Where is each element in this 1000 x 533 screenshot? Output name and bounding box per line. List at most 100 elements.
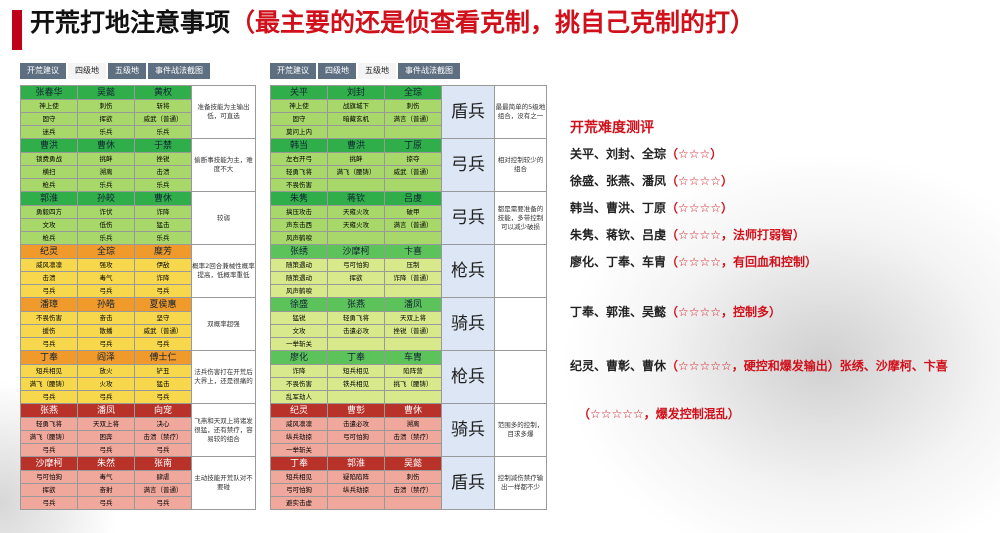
skill: 乐兵 — [77, 125, 135, 139]
tab[interactable]: 五级地 — [358, 63, 396, 79]
skill: 弓可怕狗 — [327, 430, 385, 444]
tab[interactable]: 开荒建议 — [270, 63, 316, 79]
skill: 弓兵 — [134, 337, 192, 351]
skill: 掠夺 — [384, 152, 442, 166]
skill: 坚守 — [134, 311, 192, 325]
eval-names: 丁奉、郭淮、吴懿 — [570, 305, 667, 319]
tab[interactable]: 事件战法截图 — [148, 63, 210, 79]
skill: 战旗城下 — [327, 99, 385, 113]
skill: 挫锐 — [134, 152, 192, 166]
skill: 左右开弓 — [270, 152, 328, 166]
skill: 一举斩关 — [270, 443, 328, 457]
skill: 满飞（腰铸） — [20, 430, 78, 444]
tab[interactable]: 四级地 — [68, 63, 106, 79]
skill: 威武（普通） — [134, 324, 192, 338]
general-name: 曹休 — [384, 403, 442, 418]
eval-rating: （☆☆☆☆） — [666, 174, 734, 188]
skill-row: 随策遇动 挥欲 诈降（普通） — [270, 271, 547, 285]
troop-type: 骑兵 — [441, 297, 495, 351]
skill: 压制 — [384, 258, 442, 272]
skill: 挥欲 — [327, 271, 385, 285]
general-name: 潘凤 — [384, 297, 442, 312]
skill-row: 轻勇飞将 满飞（腰铸） 威武（普通） — [270, 165, 547, 179]
general-name: 曹洪 — [327, 138, 385, 153]
skill: 天双上将 — [77, 417, 135, 431]
eval-item: 朱隽、蒋钦、吕虔（☆☆☆☆，法师打弱智） — [570, 226, 805, 243]
skill-row: 风声鹤唳 — [270, 231, 547, 245]
skill: 奋射 — [77, 483, 135, 497]
group-header: 张燕 潘凤 向宠 飞燕和天双上将诸发很猛，还有禁疗，容易较的组合 — [20, 403, 256, 457]
eval-names: 关平、刘封、全琮 — [570, 147, 667, 161]
general-name: 向宠 — [134, 403, 192, 418]
general-name: 关平 — [270, 85, 328, 100]
right-panel: 开荒建议 四级地 五级地 事件战法截图关平 刘封 全琮 盾兵 最最简单的5级地组合，没有之一神… — [270, 63, 550, 510]
skill: 刺伤 — [77, 99, 135, 113]
skill: 毒气 — [77, 470, 135, 484]
troop-type: 盾兵 — [441, 456, 495, 510]
general-name: 丁奉 — [270, 456, 328, 471]
skill-row: 弓兵 弓兵 弓兵 — [20, 443, 256, 457]
general-name: 刘封 — [327, 85, 385, 100]
skill — [327, 178, 385, 192]
skill-row: 挥欲 奋射 满言（普通） — [20, 483, 256, 497]
skill: 陷阵营 — [384, 364, 442, 378]
skill: 文攻 — [270, 324, 328, 338]
eval-rating: （☆☆☆☆，法师打弱智） — [666, 228, 806, 242]
tab[interactable]: 事件战法截图 — [398, 63, 460, 79]
skill: 随策遇动 — [270, 271, 328, 285]
tab[interactable]: 开荒建议 — [20, 63, 66, 79]
skill — [327, 284, 385, 298]
tab[interactable]: 五级地 — [108, 63, 146, 79]
skill: 勇毅四方 — [20, 205, 78, 219]
skill: 猛击 — [134, 218, 192, 232]
skill-row: 迷兵 乐兵 乐兵 — [20, 125, 256, 139]
skill: 锁费勇战 — [20, 152, 78, 166]
skill-row: 弓兵 弓兵 弓兵 — [20, 496, 256, 510]
skill: 随策遇动 — [270, 258, 328, 272]
tab[interactable]: 四级地 — [318, 63, 356, 79]
skill: 决心 — [134, 417, 192, 431]
general-name: 曹休 — [134, 191, 192, 206]
eval-rating: （☆☆☆☆，有回血和控制） — [666, 255, 818, 269]
skill: 击溃 — [134, 165, 192, 179]
skill: 挑衅 — [77, 152, 135, 166]
group: 关平 刘封 全琮 盾兵 最最简单的5级地组合，没有之一 神上使 战旗城下 刺伤 固守 暗藏玄机 满言… — [270, 85, 547, 139]
note — [494, 244, 547, 298]
general-name: 张绣 — [270, 244, 328, 259]
skill: 威风凛凛 — [270, 417, 328, 431]
skill: 诈降 — [134, 271, 192, 285]
note: 较弱 — [191, 191, 256, 245]
skill: 乱军劫人 — [270, 390, 328, 404]
skill: 弓兵 — [134, 390, 192, 404]
group-header: 潘璋 孙皓 夏侯惠 双概率超强 — [20, 297, 256, 351]
skill: 搞压攻击 — [270, 205, 328, 219]
group-header: 曹洪 曹休 于禁 偷断事技能为主，难度不大 — [20, 138, 256, 192]
note: 主动技能开荒队对不要碰 — [191, 456, 256, 510]
skill-row: 横扫 溯离 击溃 — [20, 165, 256, 179]
left-panel: 开荒建议 四级地 五级地 事件战法截图 张春华 吴懿 黄权 准备技能为主输出低，可直选 神上使刺… — [20, 63, 258, 510]
skill: 弓兵 — [77, 443, 135, 457]
skill: 枪兵 — [20, 231, 78, 245]
general-name: 吴懿 — [384, 456, 442, 471]
group: 纪灵 全琮 糜芳 概率2回合兼械性概率提高，低概率重低 威风凛凛 强攻 伊敌 击溃 毒气 诈降 弓兵… — [20, 244, 256, 298]
skill: 乐兵 — [77, 178, 135, 192]
general-name: 于禁 — [134, 138, 192, 153]
group-header: 郭淮 孙皎 曹休 较弱 — [20, 191, 256, 245]
skill — [384, 337, 442, 351]
skill — [384, 125, 442, 139]
general-name: 丁奉 — [327, 350, 385, 365]
group: 韩当 曹洪 丁原 弓兵 相对控制较少的组合 左右开弓 挑衅 掠夺 轻勇飞将 满飞（腰铸） 威武（普通… — [270, 138, 547, 192]
group-header: 廖化 丁奉 车胄 枪兵 — [270, 350, 547, 404]
skill: 弓兵 — [20, 337, 78, 351]
skill: 猛锐 — [270, 311, 328, 325]
skill-row: 击溃 毒气 诈降 — [20, 271, 256, 285]
group: 沙摩柯 朱然 张南 主动技能开荒队对不要碰 弓可怕狗 毒气 肆虐 挥欲 奋射 满言（普通） 弓兵 弓兵… — [20, 456, 256, 510]
skill: 弓可怕狗 — [327, 258, 385, 272]
general-name: 糜芳 — [134, 244, 192, 259]
general-name: 朱隽 — [270, 191, 328, 206]
eval-names: 韩当、曹洪、丁原 — [570, 201, 667, 215]
skill: 威武（普通） — [134, 112, 192, 126]
skill: 纵兵劫掠 — [270, 430, 328, 444]
skill-row: 锁费勇战 挑衅 挫锐 — [20, 152, 256, 166]
